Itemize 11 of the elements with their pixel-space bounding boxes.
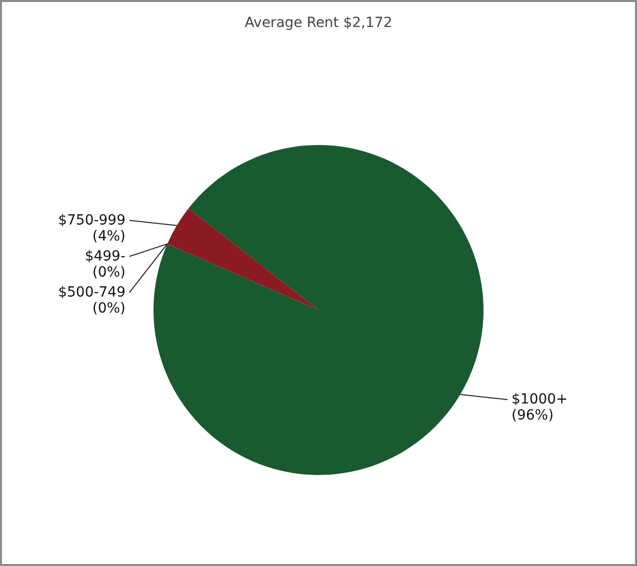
- pie-slice: [154, 145, 484, 475]
- pie-slice: [167, 208, 318, 310]
- text: (0%): [92, 300, 126, 316]
- text: (0%): [92, 264, 126, 280]
- chart-title: Average Rent $2,172: [244, 15, 392, 31]
- data-label: (96%): [512, 408, 554, 424]
- data-label: (4%): [92, 228, 126, 244]
- slice-label: $750-999: [58, 212, 126, 228]
- legend-label: $499-: [84, 248, 126, 264]
- category-label: $500-749: [58, 284, 126, 300]
- slice-label: $1000+: [512, 392, 568, 408]
